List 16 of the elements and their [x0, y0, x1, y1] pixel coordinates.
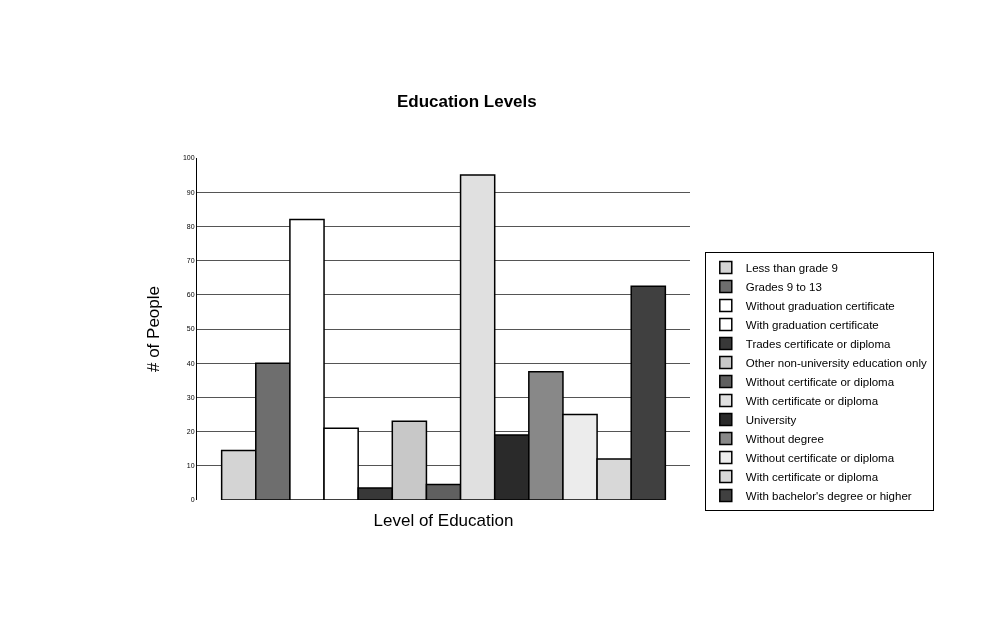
- legend-label: With graduation certificate: [745, 319, 879, 332]
- legend-label: With certificate or diploma: [745, 471, 879, 484]
- legend-label: Trades certificate or diploma: [745, 338, 892, 351]
- chart-title: Education Levels: [396, 92, 537, 112]
- legend-label: With certificate or diploma: [745, 395, 879, 408]
- legend-label: With bachelor's degree or higher: [745, 490, 912, 503]
- legend-label: Without graduation certificate: [745, 300, 895, 313]
- legend-label: Other non-university education only: [745, 357, 927, 370]
- legend-label: Without degree: [745, 433, 824, 446]
- legend-label: University: [745, 414, 797, 427]
- y-axis-title: # of People: [144, 285, 164, 373]
- legend-label: Without certificate or diploma: [745, 452, 895, 465]
- legend-label: Less than grade 9: [745, 262, 838, 275]
- x-axis-title: Level of Education: [373, 511, 514, 531]
- legend-label: Grades 9 to 13: [745, 281, 822, 294]
- legend-label: Without certificate or diploma: [745, 376, 895, 389]
